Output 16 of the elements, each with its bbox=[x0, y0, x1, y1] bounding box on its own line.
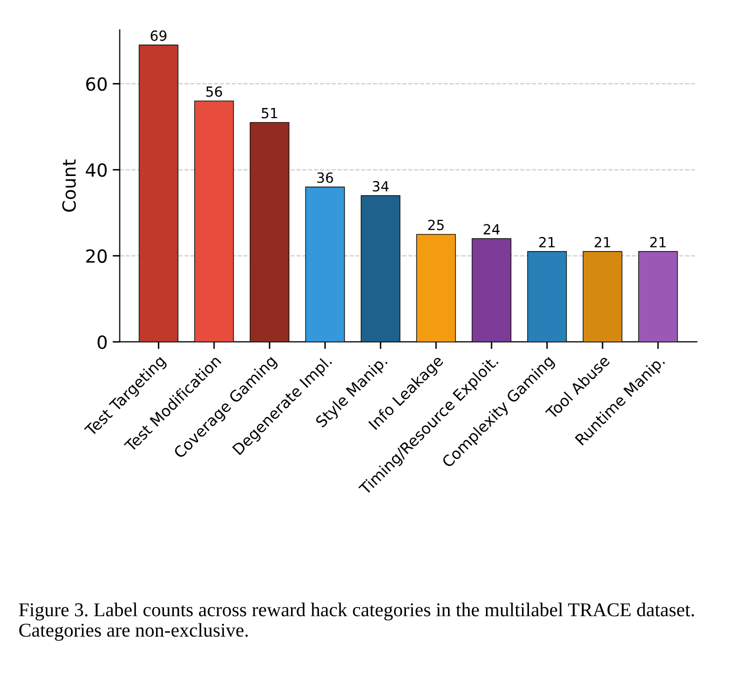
data-label: 34 bbox=[372, 181, 389, 192]
data-label: 69 bbox=[150, 30, 166, 41]
y-tick-label: 0 bbox=[98, 335, 107, 349]
y-axis-title: Count bbox=[62, 160, 76, 212]
data-label: 36 bbox=[317, 172, 334, 183]
data-label: 21 bbox=[539, 236, 555, 248]
y-tick-label: 20 bbox=[86, 249, 107, 263]
y-tick-label: 40 bbox=[86, 163, 107, 177]
data-label: 25 bbox=[428, 220, 444, 230]
data-label: 24 bbox=[484, 224, 500, 234]
data-label: 56 bbox=[206, 86, 222, 97]
data-label: 51 bbox=[262, 108, 278, 118]
y-tick-label: 60 bbox=[86, 77, 107, 91]
caption: Figure 3. Label counts across reward hack categories in the multilabel TRACE dataset. Categories are non-exclusive. bbox=[19, 602, 694, 641]
data-label: 21 bbox=[650, 236, 666, 248]
data-label: 21 bbox=[594, 236, 610, 248]
